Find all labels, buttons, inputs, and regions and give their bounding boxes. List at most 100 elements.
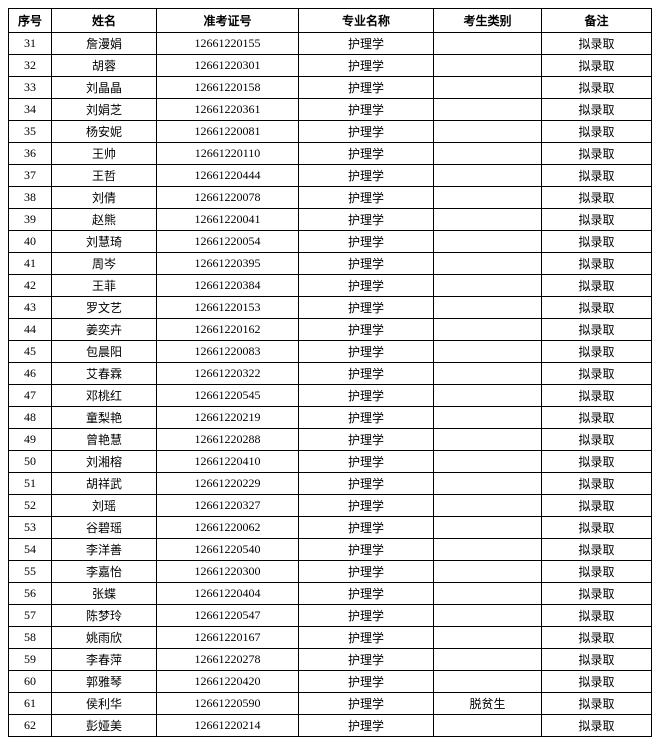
cell-major: 护理学	[299, 275, 434, 297]
cell-category	[434, 649, 542, 671]
cell-major: 护理学	[299, 517, 434, 539]
cell-category	[434, 605, 542, 627]
cell-seq: 32	[9, 55, 52, 77]
cell-remark: 拟录取	[542, 495, 652, 517]
cell-category	[434, 231, 542, 253]
cell-category	[434, 187, 542, 209]
cell-remark: 拟录取	[542, 693, 652, 715]
cell-major: 护理学	[299, 605, 434, 627]
cell-major: 护理学	[299, 473, 434, 495]
table-row: 50刘湘榕12661220410护理学拟录取	[9, 451, 652, 473]
cell-seq: 47	[9, 385, 52, 407]
cell-remark: 拟录取	[542, 583, 652, 605]
cell-id: 12661220078	[157, 187, 299, 209]
cell-category	[434, 495, 542, 517]
cell-major: 护理学	[299, 539, 434, 561]
cell-category	[434, 319, 542, 341]
cell-remark: 拟录取	[542, 517, 652, 539]
table-row: 40刘慧琦12661220054护理学拟录取	[9, 231, 652, 253]
cell-major: 护理学	[299, 671, 434, 693]
cell-id: 12661220229	[157, 473, 299, 495]
cell-category	[434, 407, 542, 429]
table-row: 60郭雅琴12661220420护理学拟录取	[9, 671, 652, 693]
cell-category	[434, 451, 542, 473]
table-row: 55李嘉怡12661220300护理学拟录取	[9, 561, 652, 583]
cell-id: 12661220155	[157, 33, 299, 55]
cell-major: 护理学	[299, 121, 434, 143]
cell-category	[434, 341, 542, 363]
table-row: 56张蝶12661220404护理学拟录取	[9, 583, 652, 605]
header-name: 姓名	[52, 9, 157, 33]
cell-category	[434, 627, 542, 649]
cell-name: 赵熊	[52, 209, 157, 231]
table-row: 38刘倩12661220078护理学拟录取	[9, 187, 652, 209]
table-row: 34刘娟芝12661220361护理学拟录取	[9, 99, 652, 121]
cell-category	[434, 99, 542, 121]
cell-id: 12661220301	[157, 55, 299, 77]
table-row: 62彭娅美12661220214护理学拟录取	[9, 715, 652, 737]
cell-major: 护理学	[299, 627, 434, 649]
cell-name: 杨安妮	[52, 121, 157, 143]
cell-major: 护理学	[299, 693, 434, 715]
cell-id: 12661220404	[157, 583, 299, 605]
cell-seq: 34	[9, 99, 52, 121]
cell-remark: 拟录取	[542, 363, 652, 385]
table-row: 42王菲12661220384护理学拟录取	[9, 275, 652, 297]
cell-category	[434, 143, 542, 165]
table-row: 46艾春霖12661220322护理学拟录取	[9, 363, 652, 385]
cell-seq: 62	[9, 715, 52, 737]
cell-id: 12661220444	[157, 165, 299, 187]
cell-major: 护理学	[299, 253, 434, 275]
cell-remark: 拟录取	[542, 99, 652, 121]
cell-name: 曾艳慧	[52, 429, 157, 451]
cell-category	[434, 77, 542, 99]
cell-seq: 45	[9, 341, 52, 363]
cell-name: 童梨艳	[52, 407, 157, 429]
cell-major: 护理学	[299, 407, 434, 429]
table-row: 33刘晶晶12661220158护理学拟录取	[9, 77, 652, 99]
cell-id: 12661220322	[157, 363, 299, 385]
cell-remark: 拟录取	[542, 341, 652, 363]
cell-major: 护理学	[299, 55, 434, 77]
header-category: 考生类别	[434, 9, 542, 33]
cell-id: 12661220153	[157, 297, 299, 319]
cell-category	[434, 121, 542, 143]
cell-remark: 拟录取	[542, 627, 652, 649]
cell-remark: 拟录取	[542, 407, 652, 429]
table-row: 36王帅12661220110护理学拟录取	[9, 143, 652, 165]
cell-id: 12661220327	[157, 495, 299, 517]
cell-category	[434, 583, 542, 605]
cell-major: 护理学	[299, 451, 434, 473]
admission-table: 序号 姓名 准考证号 专业名称 考生类别 备注 31詹漫娟12661220155…	[8, 8, 652, 737]
cell-seq: 41	[9, 253, 52, 275]
cell-major: 护理学	[299, 583, 434, 605]
cell-seq: 54	[9, 539, 52, 561]
table-row: 35杨安妮12661220081护理学拟录取	[9, 121, 652, 143]
table-row: 44姜奕卉12661220162护理学拟录取	[9, 319, 652, 341]
cell-seq: 55	[9, 561, 52, 583]
cell-name: 邓桃红	[52, 385, 157, 407]
table-row: 31詹漫娟12661220155护理学拟录取	[9, 33, 652, 55]
cell-major: 护理学	[299, 165, 434, 187]
cell-name: 郭雅琴	[52, 671, 157, 693]
cell-remark: 拟录取	[542, 275, 652, 297]
cell-seq: 36	[9, 143, 52, 165]
cell-id: 12661220041	[157, 209, 299, 231]
cell-remark: 拟录取	[542, 77, 652, 99]
cell-major: 护理学	[299, 561, 434, 583]
cell-id: 12661220219	[157, 407, 299, 429]
cell-seq: 42	[9, 275, 52, 297]
cell-name: 姚雨欣	[52, 627, 157, 649]
cell-id: 12661220547	[157, 605, 299, 627]
cell-id: 12661220054	[157, 231, 299, 253]
cell-category	[434, 363, 542, 385]
table-row: 58姚雨欣12661220167护理学拟录取	[9, 627, 652, 649]
cell-name: 刘晶晶	[52, 77, 157, 99]
cell-seq: 50	[9, 451, 52, 473]
cell-id: 12661220167	[157, 627, 299, 649]
cell-name: 罗文艺	[52, 297, 157, 319]
table-row: 49曾艳慧12661220288护理学拟录取	[9, 429, 652, 451]
cell-major: 护理学	[299, 649, 434, 671]
cell-major: 护理学	[299, 495, 434, 517]
cell-remark: 拟录取	[542, 55, 652, 77]
